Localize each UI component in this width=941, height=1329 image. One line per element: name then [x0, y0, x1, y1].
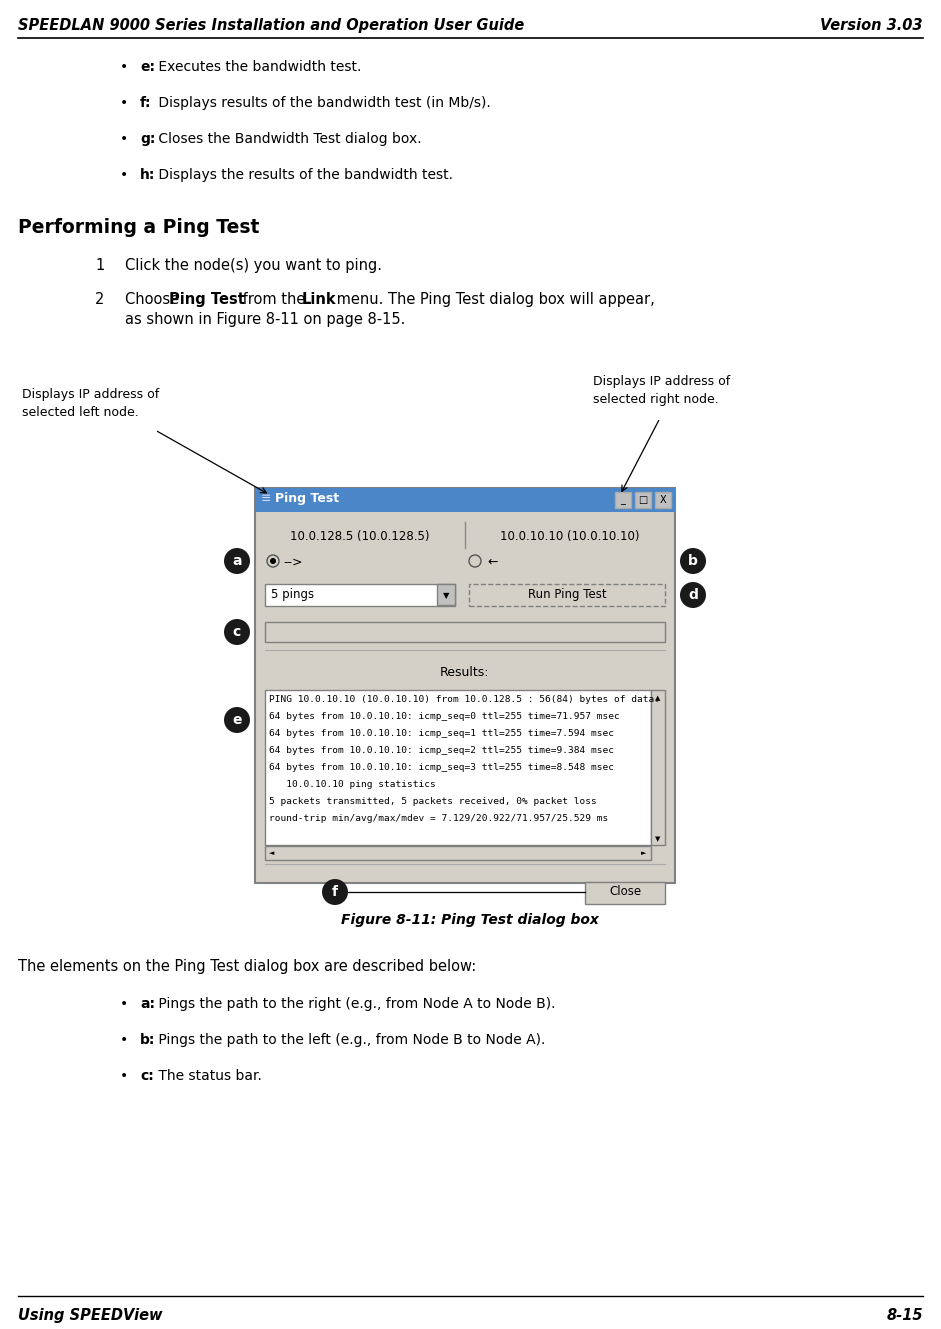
Bar — [255, 488, 675, 512]
Text: 2: 2 — [95, 292, 104, 307]
Text: 1: 1 — [95, 258, 104, 272]
Text: Results:: Results: — [440, 666, 489, 679]
Text: -->: --> — [283, 556, 302, 569]
Text: X: X — [660, 494, 666, 505]
Text: ≡: ≡ — [261, 492, 272, 505]
Text: •: • — [120, 60, 128, 74]
Circle shape — [322, 878, 348, 905]
Text: Choose: Choose — [125, 292, 183, 307]
Text: ▲: ▲ — [655, 695, 661, 700]
Bar — [255, 488, 675, 882]
Text: •: • — [120, 1069, 128, 1083]
Text: g:: g: — [140, 132, 155, 146]
Text: b: b — [688, 554, 698, 567]
Text: •: • — [120, 1033, 128, 1047]
Text: Displays IP address of
selected left node.: Displays IP address of selected left nod… — [22, 388, 159, 419]
Text: Link: Link — [301, 292, 336, 307]
Text: ►: ► — [642, 851, 646, 856]
Text: Displays IP address of
selected right node.: Displays IP address of selected right no… — [593, 375, 730, 405]
Circle shape — [469, 556, 481, 567]
Circle shape — [680, 548, 706, 574]
Text: e:: e: — [140, 60, 155, 74]
Text: SPEEDLAN 9000 Series Installation and Operation User Guide: SPEEDLAN 9000 Series Installation and Op… — [18, 19, 524, 33]
Text: •: • — [120, 96, 128, 110]
Circle shape — [224, 548, 250, 574]
Bar — [265, 690, 651, 845]
Bar — [655, 492, 671, 508]
Circle shape — [270, 558, 276, 563]
Text: b:: b: — [140, 1033, 155, 1047]
Text: 5 pings: 5 pings — [271, 587, 314, 601]
Circle shape — [680, 582, 706, 607]
Bar — [437, 583, 455, 605]
Text: Displays the results of the bandwidth test.: Displays the results of the bandwidth te… — [154, 167, 454, 182]
Text: 10.0.10.10 ping statistics: 10.0.10.10 ping statistics — [269, 780, 436, 789]
Text: Closes the Bandwidth Test dialog box.: Closes the Bandwidth Test dialog box. — [154, 132, 422, 146]
Text: Executes the bandwidth test.: Executes the bandwidth test. — [154, 60, 361, 74]
Text: Close: Close — [609, 885, 641, 898]
Bar — [265, 847, 651, 860]
Text: •: • — [120, 997, 128, 1011]
Bar — [585, 882, 665, 904]
Text: Performing a Ping Test: Performing a Ping Test — [18, 218, 260, 237]
Text: 64 bytes from 10.0.10.10: icmp_seq=2 ttl=255 time=9.384 msec: 64 bytes from 10.0.10.10: icmp_seq=2 ttl… — [269, 746, 614, 755]
Text: ◄: ◄ — [269, 851, 275, 856]
Text: c:: c: — [140, 1069, 153, 1083]
Text: 10.0.128.5 (10.0.128.5): 10.0.128.5 (10.0.128.5) — [290, 530, 430, 544]
Text: a:: a: — [140, 997, 155, 1011]
Text: menu. The Ping Test dialog box will appear,: menu. The Ping Test dialog box will appe… — [332, 292, 655, 307]
Text: e: e — [232, 712, 242, 727]
Text: Run Ping Test: Run Ping Test — [528, 587, 606, 601]
Text: 10.0.10.10 (10.0.10.10): 10.0.10.10 (10.0.10.10) — [501, 530, 640, 544]
Text: Figure 8-11: Ping Test dialog box: Figure 8-11: Ping Test dialog box — [341, 913, 598, 928]
Text: PING 10.0.10.10 (10.0.10.10) from 10.0.128.5 : 56(84) bytes of data.: PING 10.0.10.10 (10.0.10.10) from 10.0.1… — [269, 695, 660, 704]
Bar — [265, 622, 665, 642]
Text: Ping Test: Ping Test — [169, 292, 246, 307]
Text: f:: f: — [140, 96, 152, 110]
Text: Pings the path to the left (e.g., from Node B to Node A).: Pings the path to the left (e.g., from N… — [154, 1033, 546, 1047]
Text: Pings the path to the right (e.g., from Node A to Node B).: Pings the path to the right (e.g., from … — [154, 997, 556, 1011]
Text: 64 bytes from 10.0.10.10: icmp_seq=1 ttl=255 time=7.594 msec: 64 bytes from 10.0.10.10: icmp_seq=1 ttl… — [269, 730, 614, 738]
Text: 64 bytes from 10.0.10.10: icmp_seq=0 ttl=255 time=71.957 msec: 64 bytes from 10.0.10.10: icmp_seq=0 ttl… — [269, 712, 620, 722]
Text: •: • — [120, 167, 128, 182]
Text: 8-15: 8-15 — [886, 1308, 923, 1322]
Text: Version 3.03: Version 3.03 — [821, 19, 923, 33]
Text: f: f — [332, 885, 338, 898]
Circle shape — [267, 556, 279, 567]
Text: Using SPEEDView: Using SPEEDView — [18, 1308, 163, 1322]
Bar — [635, 492, 651, 508]
Bar — [265, 583, 455, 606]
Text: The status bar.: The status bar. — [154, 1069, 263, 1083]
Text: as shown in Figure 8-11 on page 8-15.: as shown in Figure 8-11 on page 8-15. — [125, 312, 406, 327]
Text: ←: ← — [487, 556, 498, 569]
Text: Displays results of the bandwidth test (in Mb/s).: Displays results of the bandwidth test (… — [154, 96, 491, 110]
Text: h:: h: — [140, 167, 155, 182]
Text: 64 bytes from 10.0.10.10: icmp_seq=3 ttl=255 time=8.548 msec: 64 bytes from 10.0.10.10: icmp_seq=3 ttl… — [269, 763, 614, 772]
Bar — [469, 583, 665, 606]
Bar — [615, 492, 631, 508]
Text: ▼: ▼ — [443, 591, 449, 601]
Text: a: a — [232, 554, 242, 567]
Circle shape — [224, 619, 250, 645]
Text: Ping Test: Ping Test — [275, 492, 339, 505]
Text: □: □ — [638, 494, 647, 505]
Text: round-trip min/avg/max/mdev = 7.129/20.922/71.957/25.529 ms: round-trip min/avg/max/mdev = 7.129/20.9… — [269, 813, 608, 823]
Text: c: c — [232, 625, 241, 639]
Text: The elements on the Ping Test dialog box are described below:: The elements on the Ping Test dialog box… — [18, 960, 476, 974]
Text: •: • — [120, 132, 128, 146]
Text: from the: from the — [238, 292, 310, 307]
Bar — [651, 690, 665, 845]
Text: d: d — [688, 587, 698, 602]
Text: _: _ — [620, 494, 626, 505]
Circle shape — [224, 707, 250, 734]
Text: ▼: ▼ — [655, 836, 661, 843]
Text: Click the node(s) you want to ping.: Click the node(s) you want to ping. — [125, 258, 382, 272]
Text: 5 packets transmitted, 5 packets received, 0% packet loss: 5 packets transmitted, 5 packets receive… — [269, 797, 597, 805]
